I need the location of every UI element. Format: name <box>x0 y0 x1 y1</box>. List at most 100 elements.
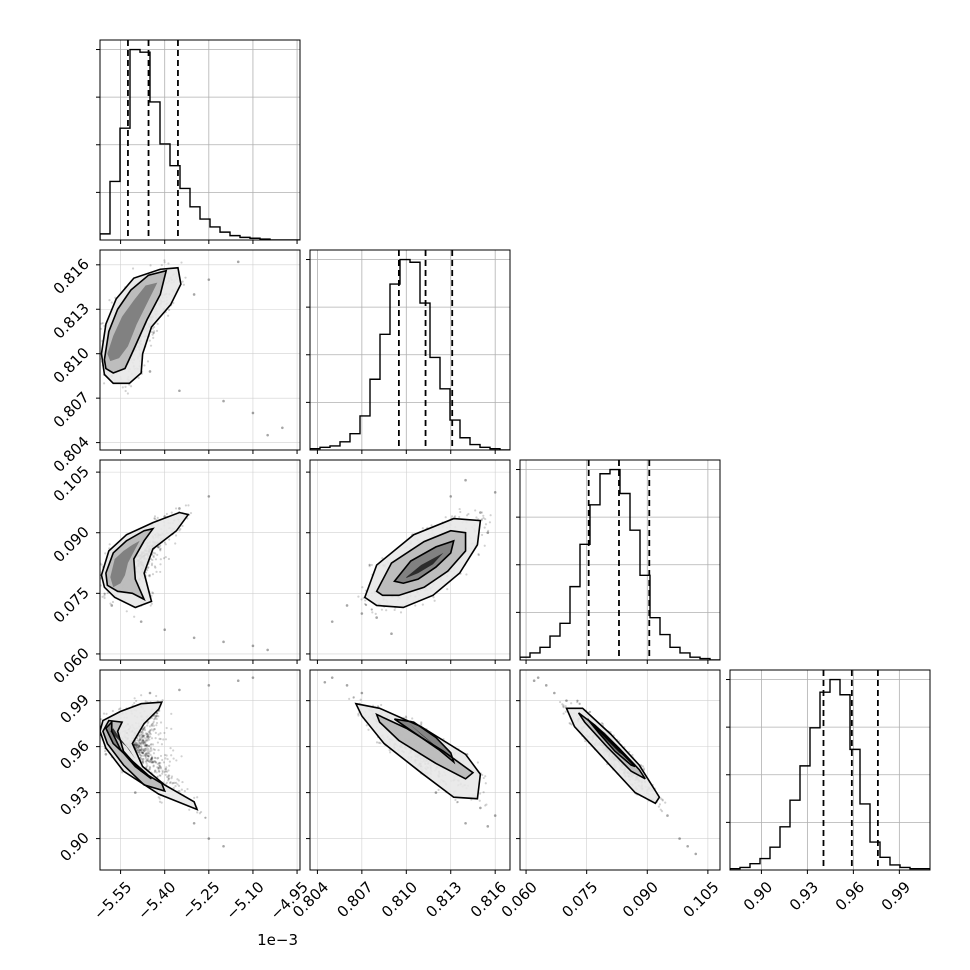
scatter-sample-point <box>657 805 661 808</box>
scatter-sample-point <box>381 557 384 560</box>
scatter-sample-point <box>141 760 144 763</box>
density-fill <box>105 722 152 779</box>
scatter-sample-point <box>158 770 161 773</box>
scatter-sample-point <box>160 801 163 804</box>
scatter-sample-point <box>164 555 167 559</box>
scatter-sample-point <box>141 731 145 734</box>
scatter-sample-point <box>156 712 159 715</box>
scatter-sample-point <box>144 571 148 574</box>
scatter-sample-point <box>174 542 177 545</box>
scatter-p1-p2-frame <box>309 459 511 661</box>
scatter-sample-point <box>106 591 109 595</box>
histogram-p0-frame <box>99 39 301 241</box>
scatter-sample-point <box>142 727 145 731</box>
scatter-sample-point <box>140 758 143 761</box>
scatter-sample-point <box>142 758 145 761</box>
scatter-point <box>532 679 536 683</box>
scatter-sample-point <box>155 570 158 573</box>
scatter-sample-point <box>631 753 634 757</box>
x-tick-label-p1-3: 0.813 <box>422 878 465 921</box>
scatter-sample-point <box>161 698 164 702</box>
scatter-sample-point <box>170 511 173 514</box>
scatter-sample-point <box>146 758 149 761</box>
scatter-point <box>207 278 211 281</box>
scatter-sample-point <box>138 734 141 737</box>
scatter-sample-point <box>158 764 161 768</box>
scatter-sample-point <box>143 747 147 750</box>
scatter-sample-point <box>175 759 178 762</box>
y-tick-label-p3-3: 0.99 <box>56 691 92 727</box>
scatter-sample-point <box>140 694 143 697</box>
scatter-sample-point <box>154 714 158 718</box>
scatter-sample-point <box>141 757 144 760</box>
scatter-sample-point <box>151 592 155 595</box>
scatter-sample-point <box>140 743 143 746</box>
scatter-sample-point <box>172 301 175 305</box>
histogram-p1-frame <box>309 249 511 451</box>
scatter-sample-point <box>146 755 150 758</box>
scatter-sample-point <box>159 563 162 566</box>
scatter-sample-point <box>155 717 158 721</box>
scatter-sample-point <box>146 757 150 760</box>
scatter-sample-point <box>143 728 146 731</box>
y-tick-label-p2-0: 0.060 <box>50 644 93 687</box>
scatter-sample-point <box>133 697 136 700</box>
scatter-sample-point <box>138 738 141 741</box>
scatter-sample-point <box>138 745 141 748</box>
scatter-sample-point <box>157 762 161 765</box>
scatter-point <box>192 293 196 296</box>
contour-line <box>375 529 467 597</box>
scatter-sample-point <box>153 330 156 333</box>
scatter-sample-point <box>111 600 115 604</box>
scatter-sample-point <box>100 327 103 330</box>
scatter-p0-p2-frame <box>99 459 301 661</box>
scatter-sample-point <box>146 753 149 756</box>
scatter-sample-point <box>150 724 153 727</box>
scatter-sample-point <box>147 748 150 751</box>
scatter-sample-point <box>143 744 147 747</box>
scatter-sample-point <box>481 773 484 777</box>
scatter-sample-point <box>157 768 160 771</box>
scatter-sample-point <box>558 700 562 704</box>
scatter-sample-point <box>140 747 143 750</box>
scatter-sample-point <box>133 743 136 746</box>
scatter-sample-point <box>365 724 368 727</box>
scatter-sample-point <box>181 780 184 784</box>
scatter-sample-point <box>142 740 145 743</box>
scatter-sample-point <box>147 745 150 748</box>
scatter-sample-point <box>139 754 142 757</box>
scatter-sample-point <box>142 736 146 739</box>
scatter-point <box>360 691 364 695</box>
scatter-sample-point <box>421 603 424 606</box>
scatter-sample-point <box>176 783 179 786</box>
scatter-sample-point <box>145 734 148 737</box>
scatter-point <box>449 495 453 498</box>
scatter-sample-point <box>143 744 147 748</box>
scatter-sample-point <box>149 743 152 746</box>
scatter-sample-point <box>163 261 166 264</box>
scatter-sample-point <box>152 760 155 763</box>
scatter-sample-point <box>156 553 159 556</box>
scatter-sample-point <box>133 743 137 746</box>
scatter-sample-point <box>142 754 145 757</box>
scatter-point <box>207 684 211 687</box>
scatter-sample-point <box>140 751 143 754</box>
scatter-sample-point <box>562 705 565 708</box>
y-tick-label-p2-1: 0.075 <box>50 583 93 626</box>
scatter-point <box>434 791 438 794</box>
scatter-sample-point <box>154 558 158 561</box>
scatter-sample-point <box>151 722 155 725</box>
scatter-point <box>110 604 114 607</box>
scatter-sample-point <box>380 608 384 611</box>
scatter-sample-point <box>141 739 144 742</box>
scatter-sample-point <box>160 264 163 267</box>
scatter-sample-point <box>478 799 481 802</box>
scatter-sample-point <box>141 733 144 736</box>
scatter-sample-point <box>135 746 138 749</box>
scatter-sample-point <box>149 761 152 764</box>
scatter-sample-point <box>97 588 99 590</box>
scatter-sample-point <box>159 721 163 724</box>
scatter-sample-point <box>150 756 154 760</box>
scatter-sample-point <box>143 749 146 752</box>
